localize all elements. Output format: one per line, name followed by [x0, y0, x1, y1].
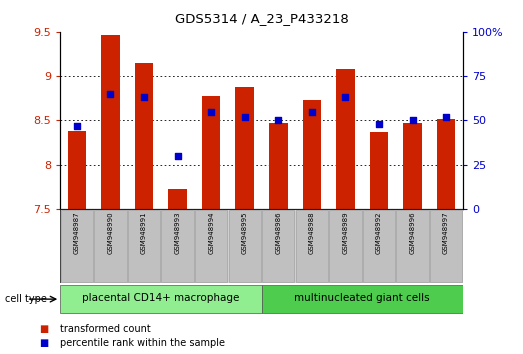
Text: placental CD14+ macrophage: placental CD14+ macrophage: [82, 293, 240, 303]
Bar: [60, 285, 262, 314]
Text: GSM948990: GSM948990: [108, 212, 113, 255]
Bar: [195, 210, 228, 282]
Point: [207, 109, 215, 114]
Bar: [202, 97, 220, 209]
Text: cell type: cell type: [5, 294, 47, 304]
Bar: [295, 210, 328, 282]
Point: [375, 121, 383, 127]
Bar: [430, 210, 462, 282]
Bar: [336, 69, 355, 209]
Bar: [94, 210, 127, 282]
Text: GSM948987: GSM948987: [74, 212, 80, 255]
Text: GSM948991: GSM948991: [141, 212, 147, 255]
Text: multinucleated giant cells: multinucleated giant cells: [294, 293, 430, 303]
Bar: [363, 210, 395, 282]
Bar: [61, 210, 93, 282]
Bar: [262, 285, 463, 314]
Point: [241, 114, 249, 120]
Bar: [128, 210, 160, 282]
Bar: [101, 34, 120, 209]
Bar: [370, 132, 388, 209]
Bar: [403, 123, 422, 209]
Text: GSM948994: GSM948994: [208, 212, 214, 254]
Bar: [162, 210, 194, 282]
Text: GSM948993: GSM948993: [175, 212, 180, 255]
Point: [106, 91, 115, 97]
Text: GSM948988: GSM948988: [309, 212, 315, 255]
Text: GDS5314 / A_23_P433218: GDS5314 / A_23_P433218: [175, 12, 348, 25]
Bar: [229, 210, 261, 282]
Point: [73, 123, 81, 129]
Point: [274, 118, 282, 123]
Text: ■: ■: [39, 338, 49, 348]
Text: GSM948989: GSM948989: [343, 212, 348, 255]
Point: [308, 109, 316, 114]
Point: [408, 118, 417, 123]
Text: percentile rank within the sample: percentile rank within the sample: [60, 338, 225, 348]
Bar: [168, 189, 187, 209]
Point: [174, 153, 182, 159]
Text: GSM948986: GSM948986: [275, 212, 281, 255]
Bar: [303, 100, 321, 209]
Bar: [329, 210, 361, 282]
Bar: [235, 87, 254, 209]
Bar: [67, 131, 86, 209]
Text: GSM948995: GSM948995: [242, 212, 248, 254]
Text: GSM948992: GSM948992: [376, 212, 382, 254]
Text: GSM948997: GSM948997: [443, 212, 449, 255]
Text: ■: ■: [39, 324, 49, 333]
Point: [442, 114, 450, 120]
Point: [140, 95, 148, 100]
Bar: [262, 210, 294, 282]
Text: GSM948996: GSM948996: [410, 212, 415, 255]
Bar: [396, 210, 429, 282]
Bar: [437, 119, 456, 209]
Point: [341, 95, 349, 100]
Bar: [135, 63, 153, 209]
Bar: [269, 123, 288, 209]
Text: transformed count: transformed count: [60, 324, 151, 333]
